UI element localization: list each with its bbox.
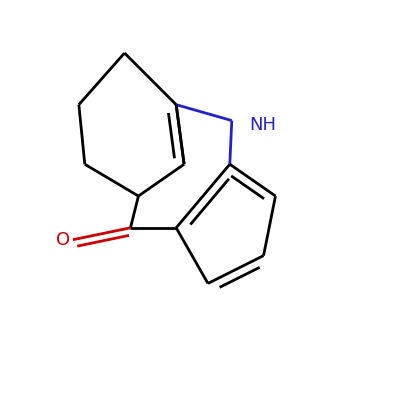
Text: NH: NH [250,116,277,134]
Text: O: O [56,231,70,249]
